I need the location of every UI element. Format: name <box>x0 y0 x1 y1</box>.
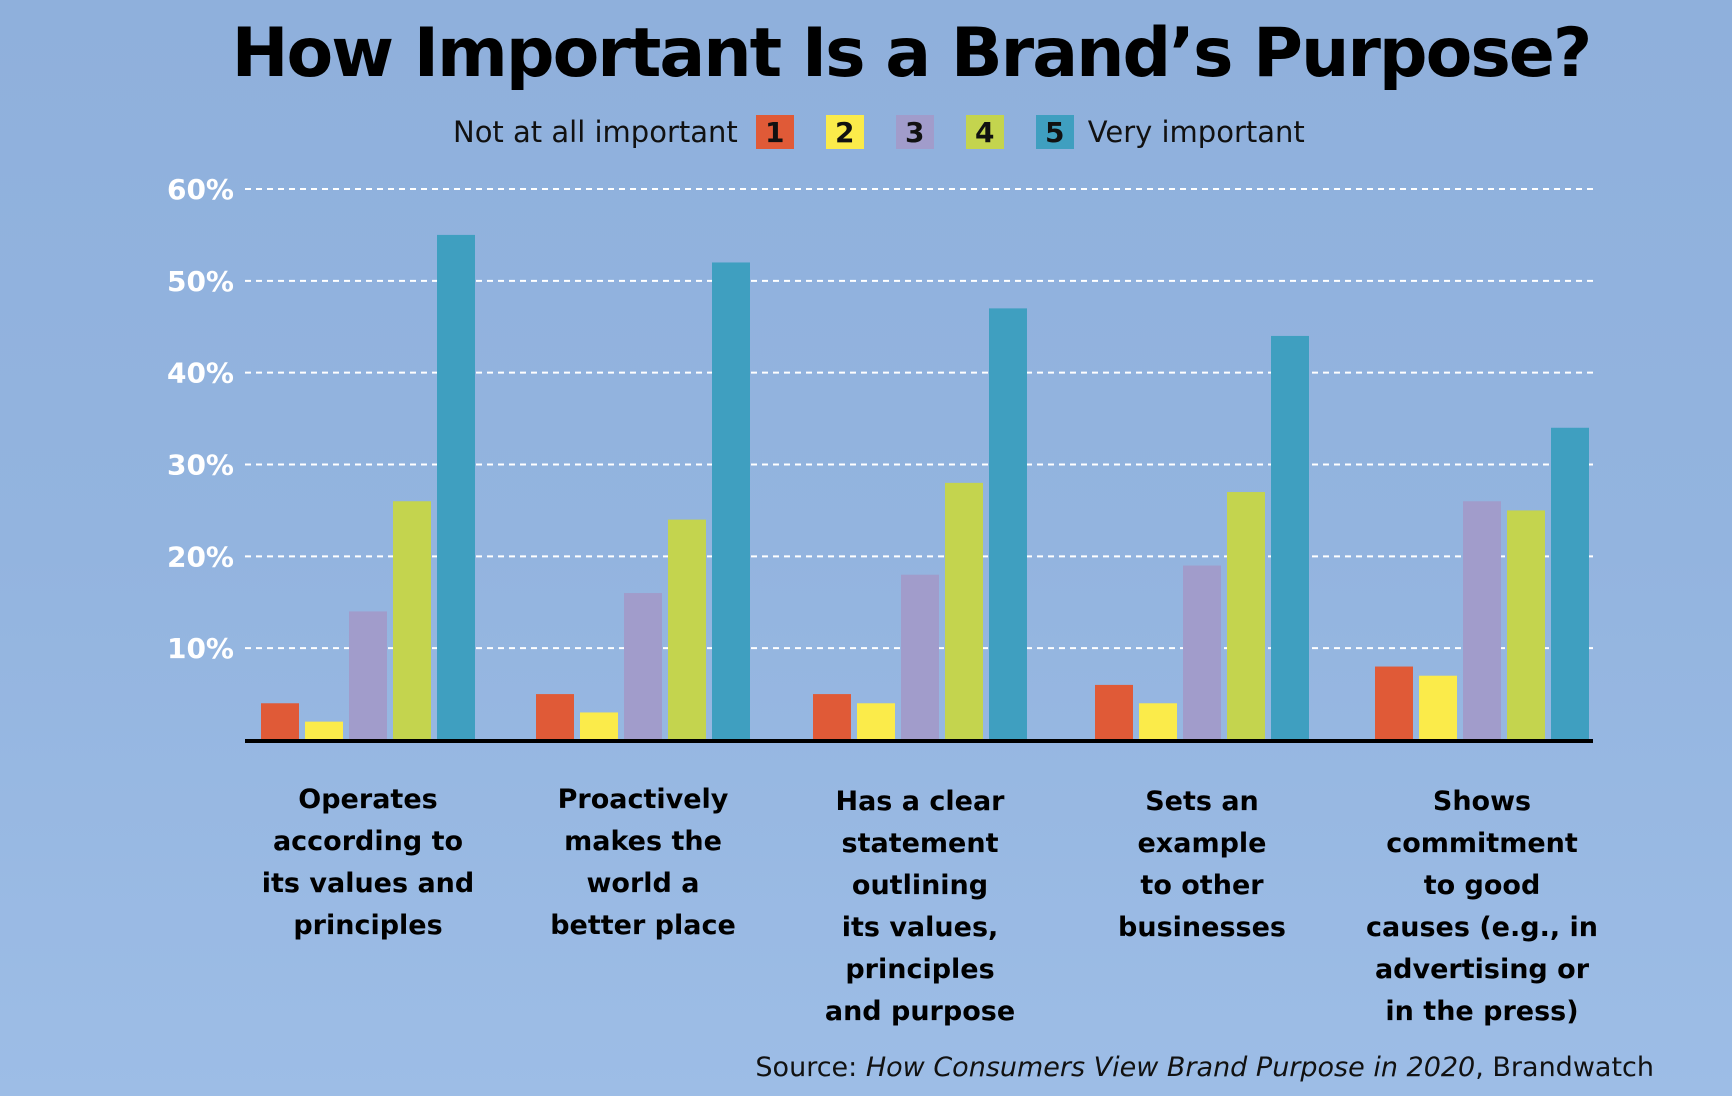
legend-swatch-2: 2 <box>825 115 864 149</box>
x-category-label-line: principles <box>845 954 995 985</box>
x-category-label-line: statement <box>841 828 999 859</box>
bar-series-3 <box>901 574 939 740</box>
x-category-label-line: causes (e.g., in <box>1366 912 1598 943</box>
x-category-label-line: better place <box>550 910 736 941</box>
x-category-label-line: its values and <box>261 868 475 899</box>
x-category-label-line: Sets an <box>1145 786 1259 817</box>
legend-swatch-5: 5 <box>1035 115 1074 149</box>
y-tick-label: 10% <box>167 632 234 665</box>
x-category-label-line: businesses <box>1118 912 1286 943</box>
source-suffix: , Brandwatch <box>1475 1052 1654 1083</box>
bar-series-1 <box>261 703 299 740</box>
x-category-label-line: Proactively <box>557 784 729 815</box>
bar-series-1 <box>813 694 851 740</box>
x-category-label-line: commitment <box>1386 828 1578 859</box>
bar-series-1 <box>536 694 574 740</box>
bar-series-4 <box>668 519 706 740</box>
x-category-label: Has a clear statement outlining its values,… <box>800 781 1040 1033</box>
bar-series-2 <box>1419 675 1457 740</box>
x-category-label-line: according to <box>272 826 464 857</box>
y-tick-label: 60% <box>167 173 234 206</box>
bar-series-1 <box>1375 666 1413 740</box>
legend-swatch-1: 1 <box>755 115 794 149</box>
x-category-label: Sets an example to other businesses <box>1082 781 1322 949</box>
source-title: How Consumers View Brand Purpose in 2020 <box>865 1052 1476 1083</box>
source-note: Source: How Consumers View Brand Purpose… <box>755 1052 1654 1083</box>
x-category-label-line: in the press) <box>1385 996 1579 1027</box>
x-category-label-line: Operates <box>298 784 438 815</box>
bar-series-1 <box>1095 684 1133 740</box>
y-tick-label: 20% <box>167 540 234 573</box>
y-tick-label: 40% <box>167 357 234 390</box>
bar-series-2 <box>857 703 895 740</box>
x-category-label: Proactively makes the world a better place <box>523 779 763 947</box>
bar-series-2 <box>1139 703 1177 740</box>
legend-swatch-4: 4 <box>965 115 1004 149</box>
x-category-label-line: and purpose <box>824 996 1016 1027</box>
bar-series-3 <box>624 593 662 740</box>
x-category-label: Shows commitment to good causes (e.g., in ad… <box>1362 781 1602 1033</box>
bar-series-3 <box>349 611 387 740</box>
chart-title: How Important Is a Brand’s Purpose? <box>231 14 1593 93</box>
x-category-label-line: its values, <box>841 912 999 943</box>
bar-series-2 <box>305 721 343 740</box>
legend-high-label: Very important <box>1087 115 1305 149</box>
bar-series-4 <box>1227 492 1265 740</box>
bar-series-4 <box>945 482 983 740</box>
x-category-label-line: Shows <box>1432 786 1532 817</box>
bar-series-4 <box>1507 510 1545 740</box>
bar-series-4 <box>393 501 431 740</box>
bar-series-5 <box>712 262 750 740</box>
bar-series-3 <box>1463 501 1501 740</box>
legend-swatch-3: 3 <box>895 115 934 149</box>
bar-series-5 <box>437 234 475 740</box>
bar-series-5 <box>1551 427 1589 740</box>
x-category-label-line: principles <box>293 910 443 941</box>
x-category-label-line: world a <box>586 868 700 899</box>
legend: Not at all important 1 2 3 4 5 Very impo… <box>453 115 1305 149</box>
bar-series-2 <box>580 712 618 740</box>
x-category-label-line: outlining <box>851 870 989 901</box>
legend-low-label: Not at all important <box>453 115 738 149</box>
x-category-label-line: to good <box>1423 870 1541 901</box>
source-prefix: Source: <box>755 1052 866 1083</box>
y-tick-label: 30% <box>167 449 234 482</box>
bar-series-3 <box>1183 565 1221 740</box>
x-category-label-line: example <box>1137 828 1267 859</box>
x-category-label-line: makes the <box>564 826 722 857</box>
bar-series-5 <box>989 308 1027 740</box>
bar-series-5 <box>1271 335 1309 740</box>
x-category-label-line: advertising or <box>1374 954 1590 985</box>
x-category-label-line: Has a clear <box>835 786 1005 817</box>
x-category-label: Operates according to its values and princi… <box>248 779 488 947</box>
x-category-label-line: to other <box>1140 870 1264 901</box>
y-tick-label: 50% <box>167 265 234 298</box>
